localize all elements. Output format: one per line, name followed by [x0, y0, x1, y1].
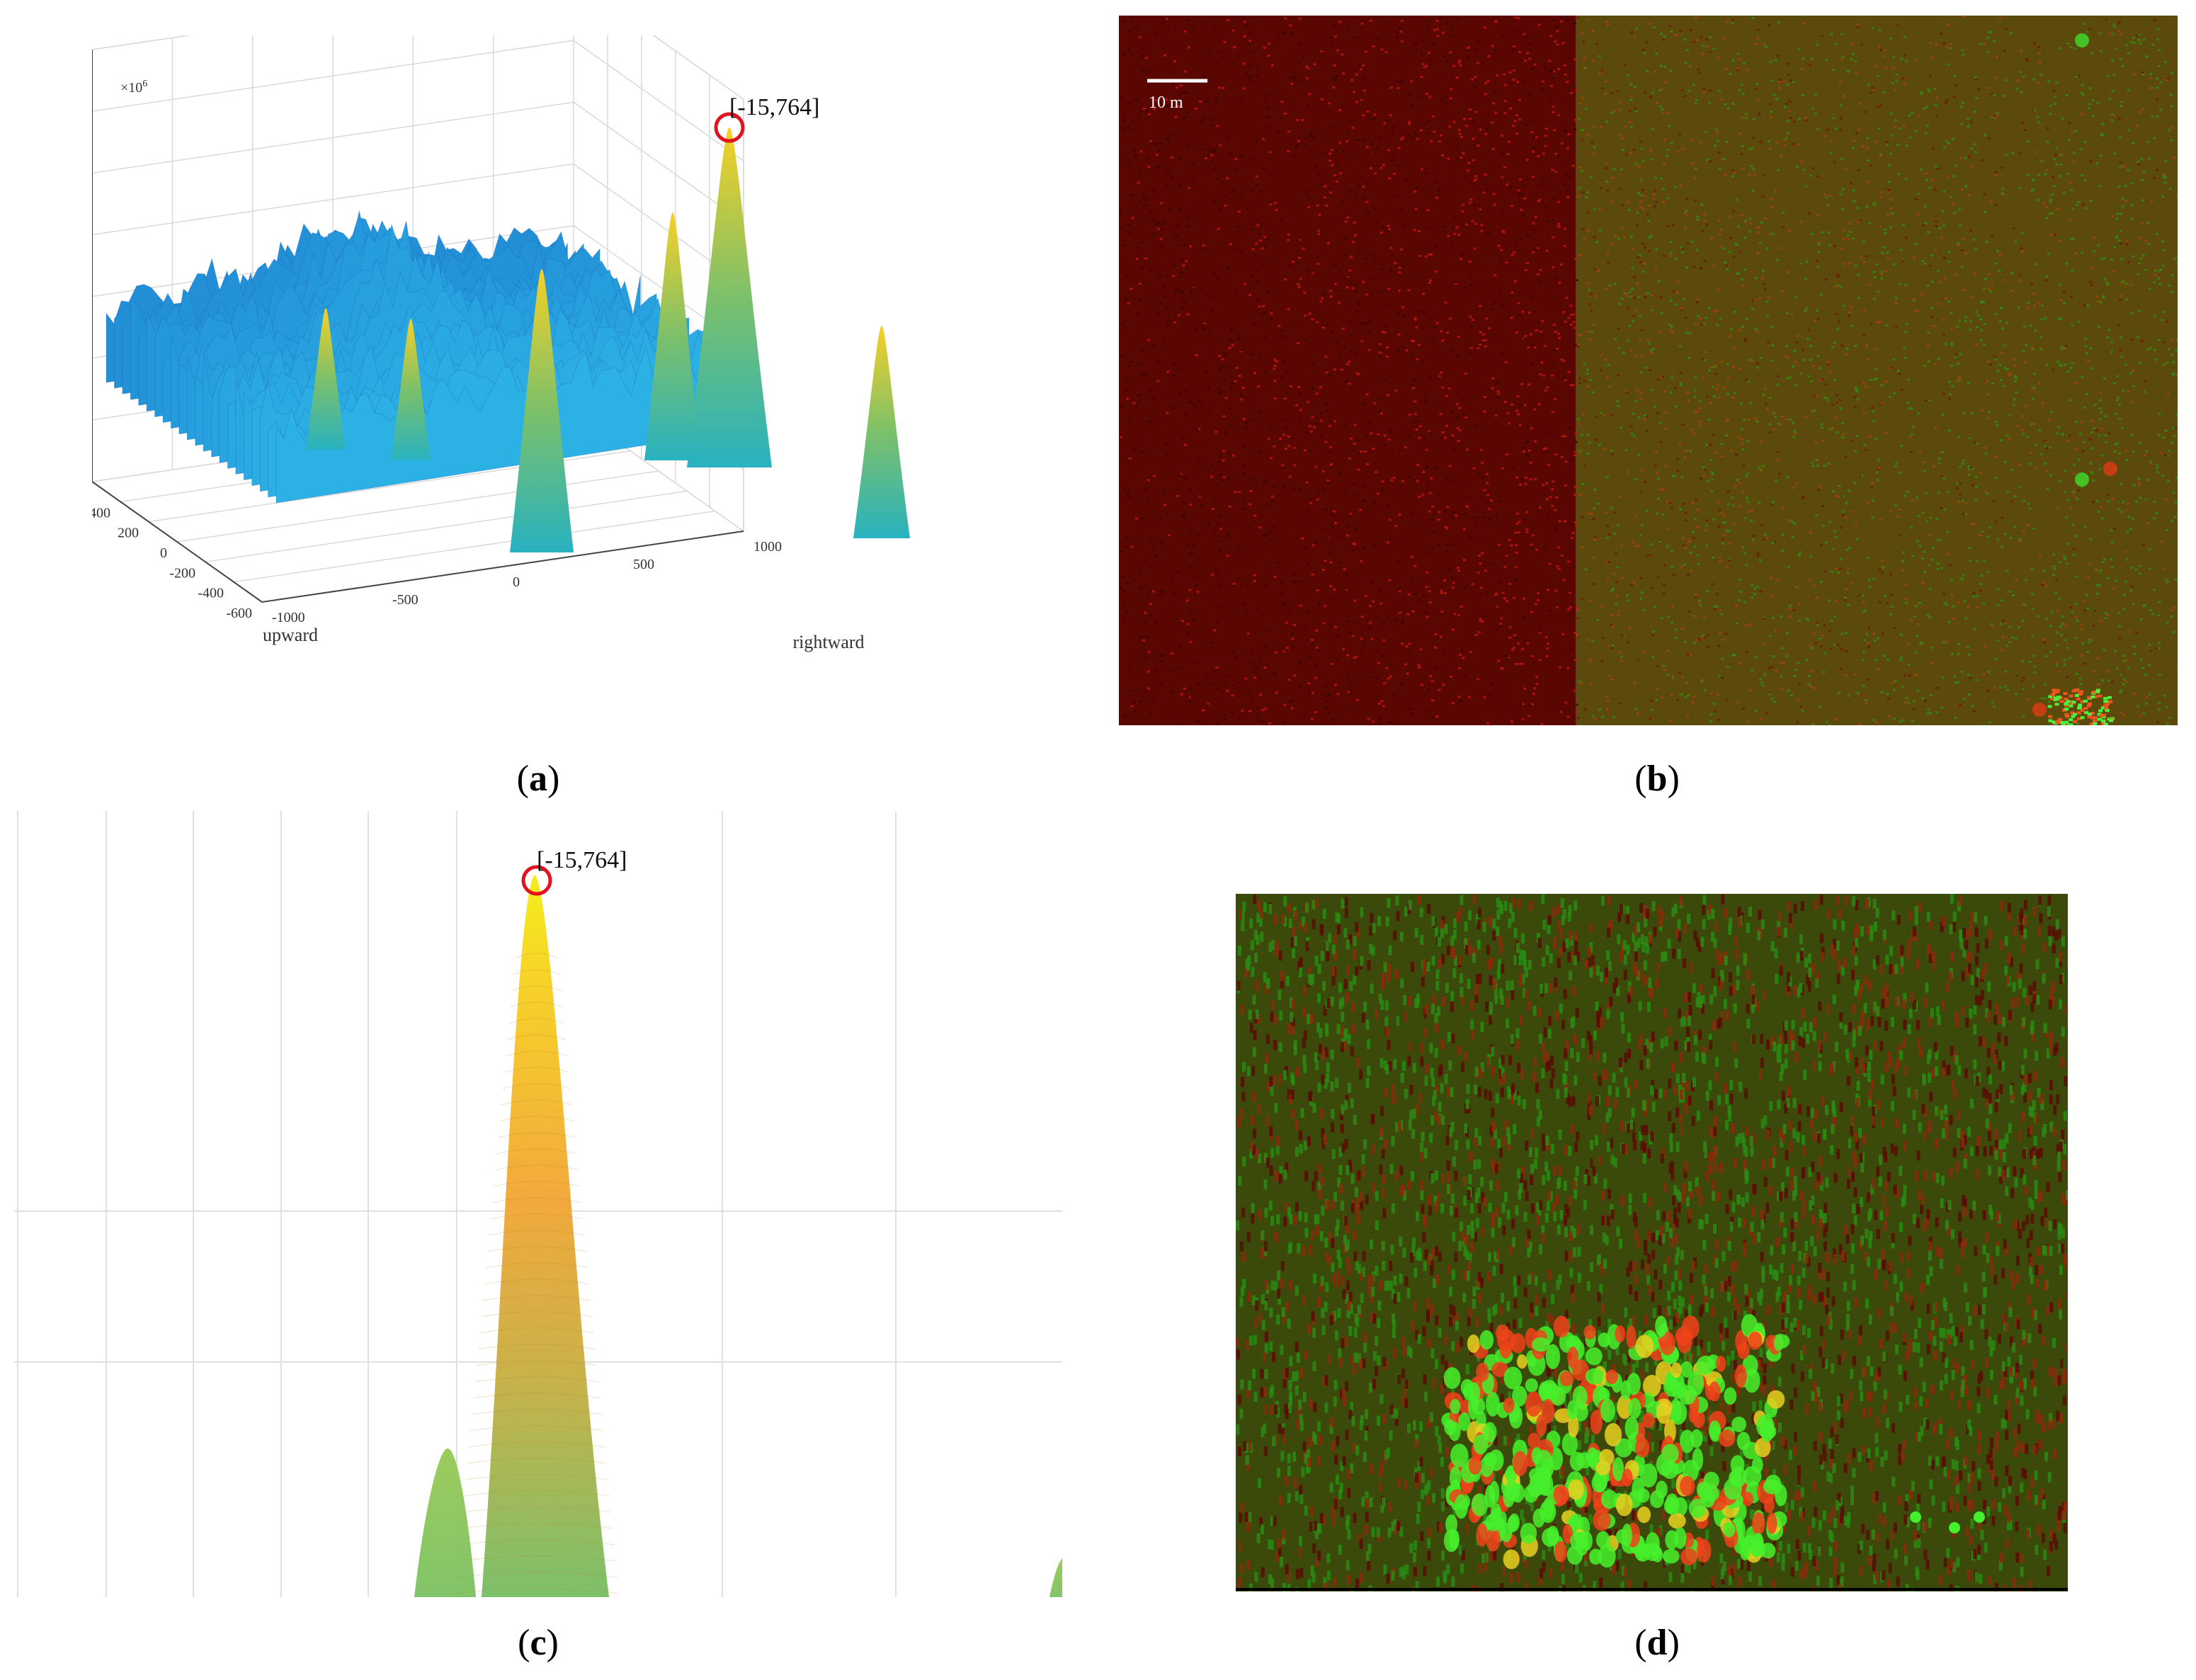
z-exponent-label: ×106 [120, 79, 147, 96]
side-peak-right [1049, 1558, 1062, 1597]
caption-c: (c) [518, 1623, 559, 1663]
sonar-zoom-speckle [1236, 894, 2068, 1591]
sonar-zoom-d [1236, 894, 2068, 1591]
upward-tick-label: 400 [92, 505, 110, 521]
upward-tick-label: -200 [169, 565, 195, 581]
peak-label: [-15,764] [729, 94, 819, 120]
peak-marker-zoom [521, 865, 552, 896]
scale-bar-label: 10 m [1149, 93, 1183, 112]
upward-tick-label: 200 [118, 526, 139, 541]
upward-tick-label: 0 [160, 545, 167, 561]
peak-marker [714, 112, 745, 143]
rightward-tick-label: 1000 [753, 539, 782, 555]
panel-a: 024681012146004002000-200-400-600-1000-5… [92, 35, 977, 687]
axis-ticks: 024681012146004002000-200-400-600-1000-5… [92, 50, 782, 625]
side-peak-left [414, 1448, 476, 1597]
surface-plot-a: 024681012146004002000-200-400-600-1000-5… [92, 35, 910, 652]
caption-a: (a) [516, 759, 560, 799]
upward-tick-label: -600 [226, 606, 252, 621]
main-peak [482, 875, 609, 1597]
surface-mesh [106, 127, 910, 552]
rightward-tick-label: -500 [392, 592, 419, 608]
surface-zoom-c: [-15,764] [14, 811, 1062, 1597]
caption-b: (b) [1634, 759, 1680, 799]
upward-tick-label: -400 [198, 586, 224, 601]
sonar-speckle [1119, 16, 2178, 725]
rightward-tick-label: -1000 [272, 610, 305, 625]
sonar-image-b: 10 m [1119, 16, 2178, 725]
rightward-tick-label: 500 [633, 557, 654, 572]
panel-d [1236, 894, 2068, 1591]
y-axis-label: upward [263, 625, 318, 645]
caption-d: (d) [1634, 1623, 1680, 1663]
x-axis-label: rightward [792, 632, 864, 652]
panel-c: [-15,764] [14, 811, 1062, 1597]
peak-mesh-lines [455, 953, 619, 1594]
rightward-tick-label: 0 [513, 574, 520, 590]
peak-label-zoom: [-15,764] [537, 847, 627, 873]
panel-b: 10 m [1119, 16, 2178, 725]
